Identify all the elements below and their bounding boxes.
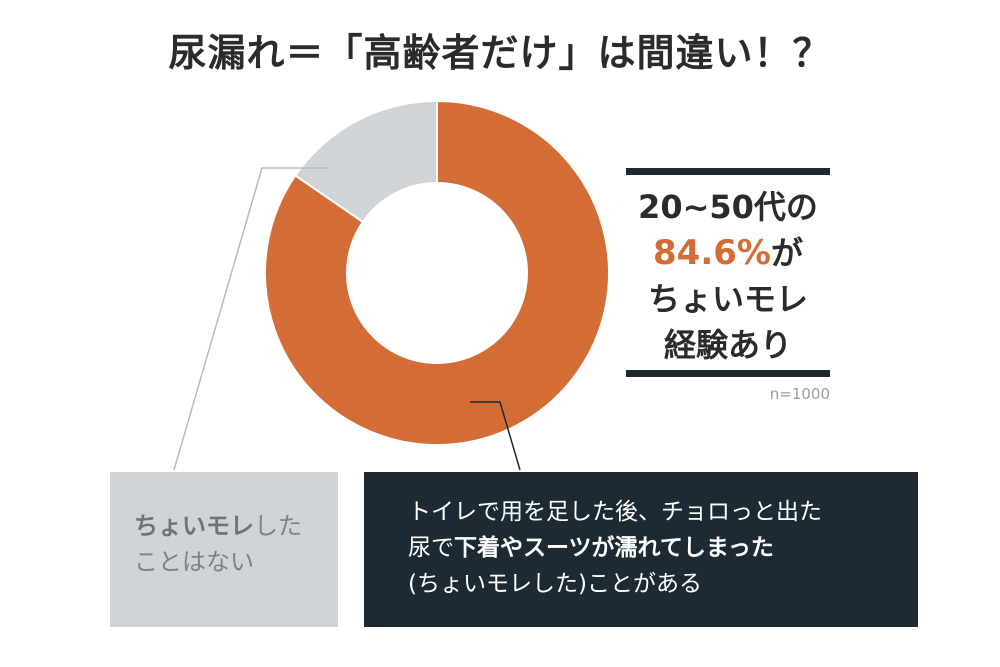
legend-box-never: ちょいモレした ことはない (110, 472, 338, 627)
sample-size-label: n=1000 (769, 385, 830, 403)
donut-slice-never (293, 99, 438, 224)
leader-line-experienced (470, 401, 521, 471)
callout-bottom-rule (626, 370, 830, 377)
legend-experienced-line-2a: 尿で (408, 535, 454, 561)
callout-line-1: 20~50代の (638, 188, 818, 226)
page-title: 尿漏れ＝「高齢者だけ」は間違い！？ (168, 31, 832, 75)
legend-experienced-line-1: トイレで用を足した後、チョロっと出た (408, 499, 822, 525)
legend-experienced-line-3: (ちょいモレした)ことがある (408, 571, 702, 597)
callout-top-rule (626, 168, 830, 175)
legend-never-bold: ちょいモレ (134, 512, 254, 540)
legend-box-experienced: トイレで用を足した後、チョロっと出た 尿で下着やスーツが濡れてしまった (ちょい… (364, 472, 918, 627)
callout-line-2: 84.6%が (626, 230, 830, 276)
legend-experienced-bold: 下着やスーツが濡れてしまった (454, 535, 774, 561)
legend-experienced-line-2: 尿で下着やスーツが濡れてしまった (408, 530, 918, 566)
legend-never-line-2: ことはない (134, 548, 254, 576)
summary-callout: 20~50代の 84.6%が ちょいモレ 経験あり (626, 168, 830, 378)
callout-line-3: ちょいモレ (647, 280, 808, 318)
legend-never-line-1: ちょいモレした (134, 508, 338, 544)
callout-line-4: 経験あり (663, 326, 792, 364)
legend-never-rest: した (254, 512, 302, 540)
callout-line-2-suffix: が (770, 234, 803, 272)
leader-line-never (173, 167, 328, 471)
callout-percentage: 84.6% (653, 233, 771, 273)
donut-slice-experienced (264, 99, 610, 446)
